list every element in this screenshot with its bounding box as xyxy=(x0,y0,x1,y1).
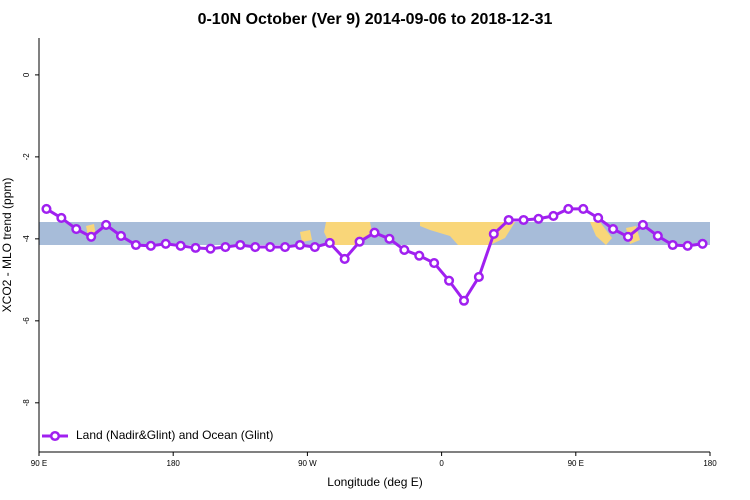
y-tick-label: -8 xyxy=(22,399,31,407)
data-point xyxy=(86,231,97,242)
data-point xyxy=(324,237,335,249)
legend-marker xyxy=(49,430,61,442)
x-tick-label: 90 E xyxy=(568,459,584,468)
data-point xyxy=(369,227,380,238)
data-point xyxy=(533,213,544,224)
y-tick-label: -6 xyxy=(22,317,31,325)
x-tick-label: 90 W xyxy=(298,459,317,468)
data-point xyxy=(652,230,663,242)
data-point xyxy=(548,210,559,221)
x-tick-label: 90 E xyxy=(31,459,47,468)
data-point xyxy=(429,257,440,269)
y-tick-label: 0 xyxy=(22,72,31,77)
y-axis-title: XCO2 - MLO trend (ppm) xyxy=(0,178,14,313)
x-tick-label: 180 xyxy=(703,459,717,468)
data-point xyxy=(175,240,186,251)
x-axis-title: Longitude (deg E) xyxy=(327,475,422,489)
data-point xyxy=(220,241,231,253)
x-tick-label: 0 xyxy=(439,459,444,468)
data-point xyxy=(503,214,514,226)
chart-title: 0-10N October (Ver 9) 2014-09-06 to 2018… xyxy=(198,11,553,28)
data-point xyxy=(682,240,693,251)
data-point xyxy=(354,236,365,247)
data-point xyxy=(101,219,112,230)
data-point xyxy=(41,203,52,214)
data-point xyxy=(518,214,529,226)
legend-label: Land (Nadir&Glint) and Ocean (Glint) xyxy=(76,428,273,442)
data-point xyxy=(667,239,678,251)
data-point xyxy=(71,223,82,235)
data-point xyxy=(56,212,67,223)
data-point xyxy=(488,228,499,239)
data-point xyxy=(309,241,320,253)
data-point xyxy=(444,275,455,286)
data-point xyxy=(608,223,619,235)
data-point xyxy=(294,239,305,251)
data-point xyxy=(622,231,634,242)
data-point xyxy=(399,244,410,255)
data-point xyxy=(130,239,141,251)
data-point xyxy=(145,240,156,251)
data-point xyxy=(235,239,246,251)
data-point xyxy=(593,212,604,223)
data-point xyxy=(250,241,261,253)
data-point xyxy=(115,230,127,242)
data-point xyxy=(578,203,589,214)
data-point xyxy=(190,242,201,253)
data-point xyxy=(205,243,216,254)
data-point xyxy=(414,250,425,261)
y-tick-label: -4 xyxy=(22,235,31,243)
data-point xyxy=(160,238,171,249)
data-point xyxy=(563,203,574,214)
data-point xyxy=(637,219,648,230)
data-point xyxy=(279,241,291,253)
data-point xyxy=(384,233,395,244)
data-point xyxy=(339,253,350,264)
data-point xyxy=(473,271,484,283)
x-tick-label: 180 xyxy=(167,459,181,468)
data-point xyxy=(265,241,276,253)
data-point xyxy=(458,295,470,306)
y-tick-label: -2 xyxy=(22,153,31,161)
data-point xyxy=(697,238,708,249)
